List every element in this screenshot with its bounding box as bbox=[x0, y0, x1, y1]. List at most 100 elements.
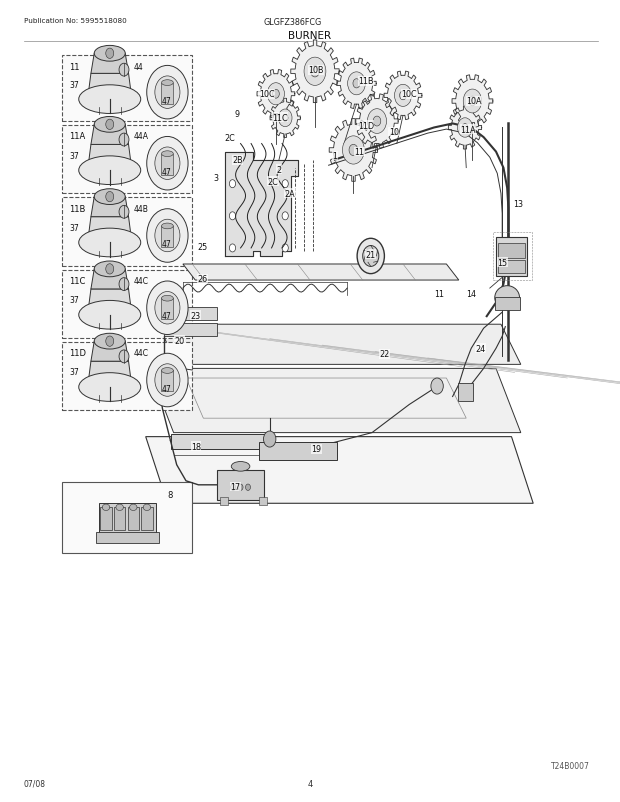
FancyBboxPatch shape bbox=[62, 483, 192, 553]
Polygon shape bbox=[257, 71, 295, 119]
Text: 2A: 2A bbox=[285, 189, 296, 199]
Bar bbox=[217, 470, 264, 500]
Ellipse shape bbox=[161, 296, 174, 302]
Circle shape bbox=[431, 379, 443, 395]
Polygon shape bbox=[161, 227, 174, 248]
Text: 14: 14 bbox=[466, 290, 476, 299]
Polygon shape bbox=[87, 145, 132, 171]
Text: 47: 47 bbox=[161, 312, 171, 321]
Bar bbox=[495, 298, 520, 310]
Circle shape bbox=[119, 206, 129, 219]
Text: 8: 8 bbox=[167, 491, 173, 500]
Polygon shape bbox=[91, 342, 128, 362]
Circle shape bbox=[106, 192, 113, 203]
Polygon shape bbox=[329, 119, 378, 182]
Circle shape bbox=[155, 148, 180, 180]
Text: 4: 4 bbox=[308, 779, 312, 788]
Bar bbox=[141, 508, 153, 530]
Ellipse shape bbox=[161, 81, 174, 87]
Bar bbox=[100, 508, 112, 530]
Ellipse shape bbox=[94, 189, 125, 205]
Text: 2: 2 bbox=[277, 165, 281, 175]
Polygon shape bbox=[158, 325, 521, 365]
Bar bbox=[164, 308, 217, 321]
Polygon shape bbox=[91, 197, 128, 217]
Text: 11D: 11D bbox=[69, 349, 86, 358]
Polygon shape bbox=[161, 299, 174, 320]
Circle shape bbox=[119, 134, 129, 147]
Polygon shape bbox=[161, 155, 174, 176]
Circle shape bbox=[342, 136, 365, 165]
Circle shape bbox=[147, 209, 188, 263]
Bar bbox=[259, 497, 267, 505]
Bar bbox=[99, 504, 156, 534]
Polygon shape bbox=[384, 72, 422, 120]
Text: 11: 11 bbox=[434, 290, 444, 299]
Text: 19: 19 bbox=[311, 444, 321, 454]
Ellipse shape bbox=[161, 152, 174, 157]
Circle shape bbox=[106, 120, 113, 131]
Text: 3: 3 bbox=[213, 173, 218, 183]
Circle shape bbox=[155, 364, 180, 397]
Text: 44: 44 bbox=[133, 63, 143, 71]
Circle shape bbox=[267, 83, 285, 106]
Text: 44A: 44A bbox=[133, 132, 148, 141]
Text: Publication No: 5995518080: Publication No: 5995518080 bbox=[24, 18, 126, 24]
Polygon shape bbox=[161, 83, 174, 104]
Ellipse shape bbox=[231, 462, 250, 472]
Bar bbox=[164, 324, 217, 337]
Circle shape bbox=[463, 90, 482, 114]
Ellipse shape bbox=[79, 373, 141, 402]
Ellipse shape bbox=[130, 504, 137, 511]
Polygon shape bbox=[91, 55, 128, 75]
Text: 11B: 11B bbox=[358, 77, 373, 87]
Polygon shape bbox=[91, 269, 128, 290]
Text: 20: 20 bbox=[174, 336, 184, 346]
Text: 17: 17 bbox=[231, 482, 241, 492]
Text: 37: 37 bbox=[69, 296, 79, 305]
Text: 22: 22 bbox=[379, 350, 389, 359]
Polygon shape bbox=[87, 362, 132, 387]
Text: BURNER: BURNER bbox=[288, 31, 332, 41]
Circle shape bbox=[229, 245, 236, 253]
Polygon shape bbox=[356, 95, 398, 149]
Polygon shape bbox=[149, 369, 521, 433]
Circle shape bbox=[238, 484, 243, 491]
Bar bbox=[220, 497, 228, 505]
Text: 10C: 10C bbox=[401, 90, 417, 99]
Ellipse shape bbox=[94, 117, 125, 133]
Bar bbox=[96, 533, 159, 544]
Polygon shape bbox=[87, 217, 132, 243]
Circle shape bbox=[357, 239, 384, 274]
Text: 11: 11 bbox=[69, 63, 80, 71]
Ellipse shape bbox=[79, 86, 141, 115]
Text: 2B: 2B bbox=[232, 156, 243, 165]
Text: 9: 9 bbox=[234, 109, 239, 119]
Ellipse shape bbox=[79, 156, 141, 185]
Polygon shape bbox=[146, 437, 533, 504]
Text: 11B: 11B bbox=[69, 205, 86, 213]
Ellipse shape bbox=[79, 301, 141, 330]
Circle shape bbox=[119, 64, 129, 77]
Text: GLGFZ386FCG: GLGFZ386FCG bbox=[264, 18, 322, 27]
Circle shape bbox=[353, 79, 360, 89]
Text: 10: 10 bbox=[389, 128, 399, 137]
Polygon shape bbox=[183, 265, 459, 281]
Text: 15: 15 bbox=[497, 258, 507, 268]
Bar bbox=[498, 244, 525, 258]
Circle shape bbox=[147, 282, 188, 335]
Text: 11: 11 bbox=[355, 148, 365, 157]
FancyBboxPatch shape bbox=[62, 126, 192, 194]
Text: 23: 23 bbox=[191, 311, 201, 321]
Polygon shape bbox=[291, 41, 339, 103]
Circle shape bbox=[373, 117, 381, 127]
Text: 13: 13 bbox=[513, 200, 523, 209]
Polygon shape bbox=[225, 152, 298, 257]
Circle shape bbox=[106, 265, 113, 275]
Text: 47: 47 bbox=[161, 240, 171, 249]
Circle shape bbox=[231, 484, 236, 491]
Ellipse shape bbox=[79, 229, 141, 257]
Text: 11D: 11D bbox=[358, 121, 374, 131]
Text: 11C: 11C bbox=[69, 277, 86, 286]
Polygon shape bbox=[87, 75, 132, 100]
